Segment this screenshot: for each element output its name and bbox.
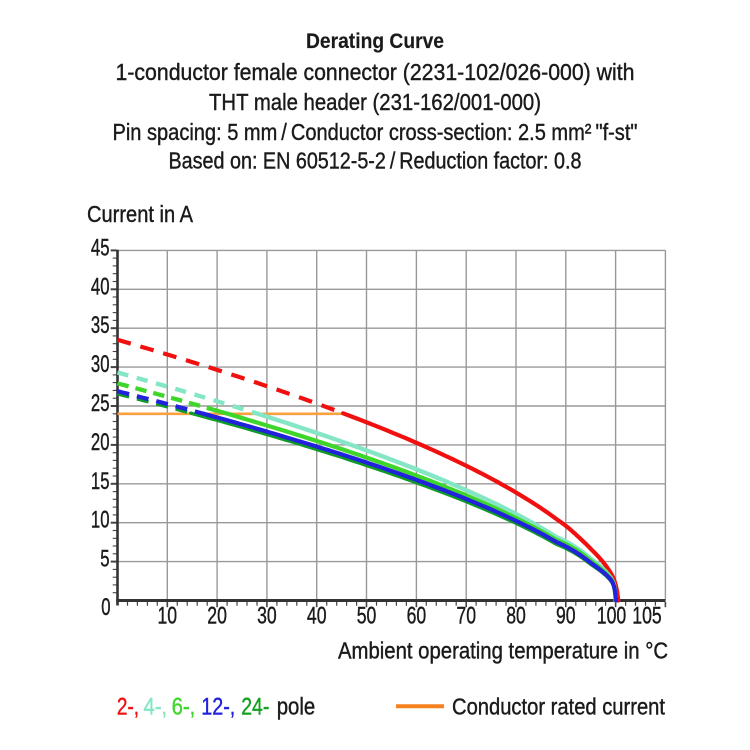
svg-text:10: 10 <box>158 603 178 630</box>
svg-text:80: 80 <box>506 603 526 630</box>
svg-text:pole: pole <box>277 694 316 721</box>
svg-text:Ambient operating temperature: Ambient operating temperature in °C <box>338 638 668 664</box>
svg-text:70: 70 <box>456 603 476 630</box>
svg-text:THT male header (231-162/001-0: THT male header (231-162/001-000) <box>209 89 541 115</box>
svg-text:40: 40 <box>91 273 110 300</box>
svg-text:1-conductor female connector (: 1-conductor female connector (2231-102/0… <box>116 59 635 85</box>
svg-text:30: 30 <box>257 603 277 630</box>
svg-text:90: 90 <box>556 603 576 630</box>
svg-text:Conductor rated current: Conductor rated current <box>452 694 666 720</box>
svg-text:20: 20 <box>91 429 110 456</box>
svg-text:105: 105 <box>632 603 661 630</box>
svg-text:20: 20 <box>207 603 227 630</box>
svg-text:10: 10 <box>91 507 110 534</box>
svg-text:2-,: 2-, <box>117 694 139 721</box>
svg-text:60: 60 <box>407 603 427 630</box>
svg-text:30: 30 <box>91 351 110 378</box>
svg-text:25: 25 <box>91 390 110 417</box>
svg-text:50: 50 <box>357 603 377 630</box>
svg-text:4-,: 4-, <box>144 694 168 721</box>
svg-text:12-,: 12-, <box>201 694 235 721</box>
svg-text:35: 35 <box>91 312 110 339</box>
svg-text:100: 100 <box>597 603 626 630</box>
svg-text:24-: 24- <box>241 694 269 721</box>
svg-text:Pin spacing: 5 mm / Conductor: Pin spacing: 5 mm / Conductor cross-sect… <box>113 119 638 145</box>
svg-text:40: 40 <box>307 603 327 630</box>
svg-text:5: 5 <box>100 546 109 573</box>
svg-text:0: 0 <box>101 594 110 621</box>
svg-text:45: 45 <box>91 234 110 261</box>
svg-text:Current in A: Current in A <box>87 201 194 227</box>
svg-text:6-,: 6-, <box>172 694 196 721</box>
svg-text:Derating Curve: Derating Curve <box>306 29 444 53</box>
svg-text:Based on: EN 60512-5-2 / Reduc: Based on: EN 60512-5-2 / Reduction facto… <box>169 148 582 174</box>
svg-text:15: 15 <box>91 468 110 495</box>
